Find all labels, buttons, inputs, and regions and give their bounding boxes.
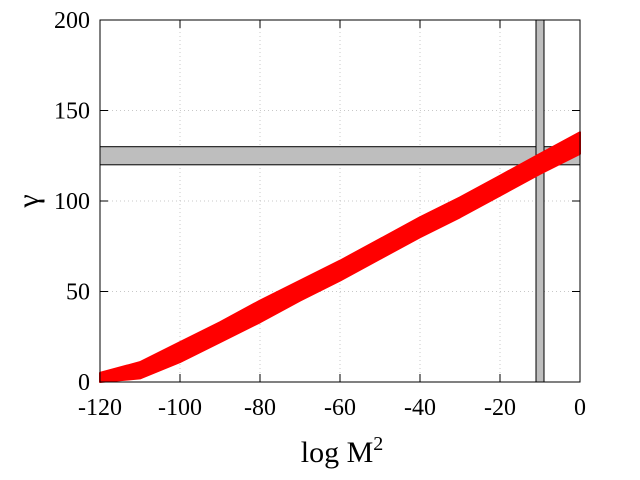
x-axis-title-main: log M — [301, 436, 374, 469]
x-axis-title-superscript: 2 — [373, 433, 383, 455]
x-tick-label-2: -80 — [244, 395, 276, 421]
tick-label-layer: -120 -100 -80 -60 -40 -20 0 0 50 100 150 200 — [54, 8, 586, 421]
x-tick-label-4: -40 — [404, 395, 436, 421]
x-axis-title: log M2 — [301, 433, 384, 469]
x-tick-label-6: 0 — [574, 395, 586, 421]
horizontal-band-0 — [99, 146, 581, 166]
y-tick-label-3: 150 — [54, 99, 90, 125]
x-tick-label-1: -100 — [158, 395, 202, 421]
y-tick-label-1: 50 — [66, 280, 90, 306]
y-tick-label-4: 200 — [54, 8, 90, 34]
grid-layer — [100, 20, 580, 382]
vertical-band-1 — [535, 19, 545, 383]
x-tick-label-5: -20 — [484, 395, 516, 421]
x-tick-label-3: -60 — [324, 395, 356, 421]
y-axis-title: γ — [12, 194, 45, 208]
tick-layer — [99, 19, 581, 383]
y-tick-label-2: 100 — [54, 189, 90, 215]
x-tick-label-0: -120 — [78, 395, 122, 421]
y-tick-label-0: 0 — [78, 370, 90, 396]
